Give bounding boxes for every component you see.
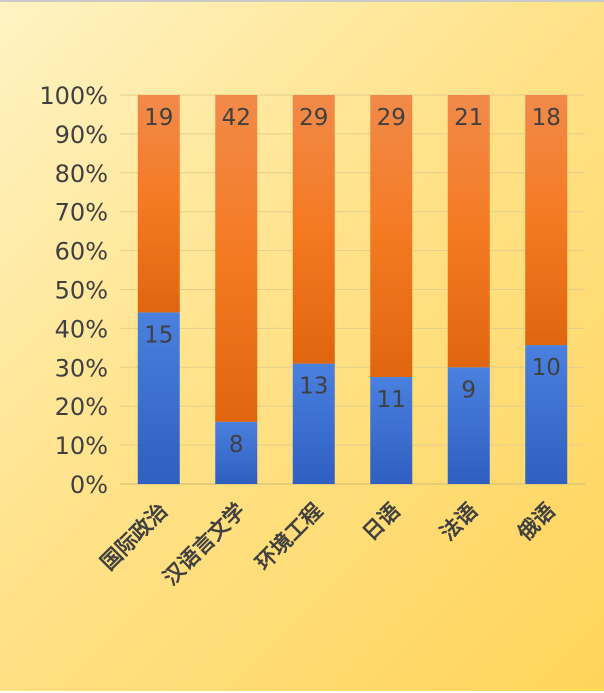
y-tick-label: 60% bbox=[55, 238, 108, 266]
data-label: 29 bbox=[299, 105, 328, 131]
gridlines bbox=[120, 94, 585, 485]
category-label: 环境工程 bbox=[251, 499, 327, 575]
category-label: 法语 bbox=[436, 499, 483, 546]
y-axis-tick-labels: 0% 10% 20% 30% 40% 50% 60% 70% 80% 90% 100% bbox=[39, 82, 108, 499]
data-label: 21 bbox=[454, 105, 483, 131]
bar-segment bbox=[447, 95, 490, 368]
bar-segment bbox=[137, 312, 180, 484]
y-tick-label: 90% bbox=[55, 121, 108, 149]
data-label: 11 bbox=[377, 387, 406, 413]
y-tick-label: 30% bbox=[55, 354, 108, 382]
data-label: 18 bbox=[532, 105, 561, 131]
data-label: 42 bbox=[222, 105, 251, 131]
y-tick-label: 20% bbox=[55, 393, 108, 421]
y-tick-label: 100% bbox=[39, 82, 108, 110]
y-tick-label: 80% bbox=[55, 160, 108, 188]
bar-segment bbox=[215, 421, 258, 484]
bar-segment bbox=[525, 345, 568, 484]
bar-segment bbox=[370, 377, 413, 484]
category-label: 汉语言文学 bbox=[159, 499, 250, 590]
y-tick-label: 40% bbox=[55, 315, 108, 343]
data-label: 10 bbox=[532, 355, 561, 381]
data-label: 8 bbox=[229, 432, 244, 458]
data-label: 19 bbox=[144, 105, 173, 131]
y-tick-label: 10% bbox=[55, 432, 108, 460]
bar-segment bbox=[292, 95, 335, 364]
data-label: 15 bbox=[144, 322, 173, 348]
category-label: 日语 bbox=[358, 499, 405, 546]
bars bbox=[137, 95, 568, 484]
data-label: 13 bbox=[299, 374, 328, 400]
data-labels: 15 19 8 42 13 29 11 29 9 21 10 18 bbox=[144, 105, 561, 458]
bar-segment bbox=[447, 367, 490, 484]
bar-segment bbox=[525, 95, 568, 346]
bar-segment bbox=[137, 95, 180, 313]
bar-segment bbox=[370, 95, 413, 378]
y-tick-label: 0% bbox=[70, 471, 108, 499]
category-label: 俄语 bbox=[512, 499, 559, 546]
bar-segment bbox=[292, 363, 335, 484]
y-tick-label: 50% bbox=[55, 277, 108, 305]
y-tick-label: 70% bbox=[55, 199, 108, 227]
data-label: 29 bbox=[377, 105, 406, 131]
bar-segment bbox=[215, 95, 258, 422]
data-label: 9 bbox=[461, 377, 476, 403]
category-label: 国际政治 bbox=[96, 499, 172, 575]
